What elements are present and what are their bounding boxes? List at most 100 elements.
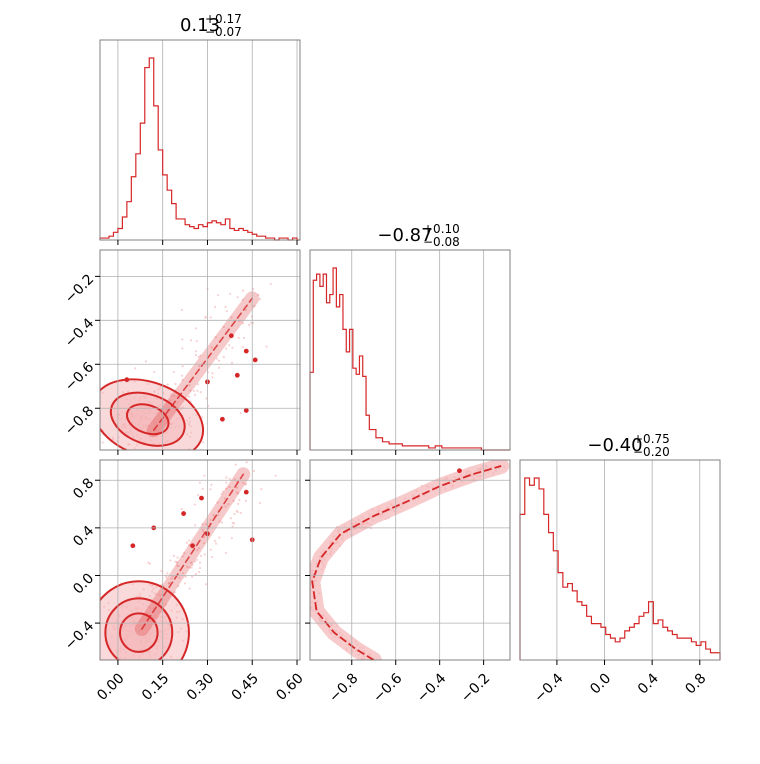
panel-3-1-point bbox=[225, 476, 228, 479]
panel-2-1-point bbox=[241, 289, 245, 292]
panel-3-1-point bbox=[139, 664, 141, 666]
panel-3-2-contour-line bbox=[311, 465, 502, 660]
panel-3-1-point bbox=[95, 660, 97, 662]
panel-3-1-point bbox=[185, 565, 189, 568]
panel-2-1-iso-point-3 bbox=[234, 372, 240, 378]
panel-3-1-point bbox=[203, 474, 206, 477]
panel-3-1-point bbox=[183, 552, 186, 555]
panel-3-1-point bbox=[237, 502, 240, 505]
panel-3-1-point bbox=[202, 542, 206, 545]
panel-2-1-point bbox=[216, 357, 219, 360]
panel-3-1-point bbox=[138, 677, 140, 679]
panel-2-1-point bbox=[253, 304, 256, 308]
panel-3-1-point bbox=[172, 683, 174, 685]
panel-2-1-ytick-label-0: −0.8 bbox=[62, 403, 97, 438]
title-3-value: −0.40 bbox=[587, 435, 642, 456]
title-2-minus: −0.08 bbox=[423, 235, 460, 249]
panel-3-1-iso-point-3 bbox=[130, 543, 136, 549]
panel-3-1-point bbox=[215, 542, 218, 545]
panel-3-1-point bbox=[186, 667, 188, 669]
panel-2-1-point bbox=[194, 354, 198, 357]
panel-3-2-xtick-label-2: −0.4 bbox=[414, 670, 449, 705]
panel-3-1-point bbox=[109, 666, 111, 668]
panel-2-1-ytick-label-2: −0.4 bbox=[62, 315, 97, 350]
panel-3-1-ytick-label-3: 0.8 bbox=[70, 475, 97, 502]
panel-2-1-point bbox=[101, 441, 104, 444]
panel-3-1-point bbox=[130, 680, 132, 682]
panel-2-1-point bbox=[199, 354, 202, 357]
panel-3-1-point bbox=[241, 481, 245, 484]
panel-3-1-point bbox=[167, 663, 169, 665]
panel-3-1-point bbox=[183, 582, 187, 585]
panel-3-1-point bbox=[220, 492, 223, 496]
panel-3-1-point bbox=[218, 536, 221, 539]
panel-2-1-point bbox=[181, 347, 184, 350]
panel-3-1-point bbox=[209, 518, 212, 522]
panel-3-1-point bbox=[190, 561, 193, 564]
panel-3-1-point bbox=[202, 530, 205, 534]
panel-3-1-point bbox=[205, 583, 208, 586]
panel-2-1-point bbox=[181, 378, 184, 382]
panel-3-2-frame bbox=[309, 459, 511, 661]
panel-3-1-point bbox=[209, 488, 212, 491]
panel-3-1-xtick-label-0: 0.00 bbox=[94, 670, 127, 703]
hist-3-xtick-label-3: 0.8 bbox=[682, 670, 709, 697]
title-2-plus: +0.10 bbox=[423, 222, 460, 236]
title-3-plus: +0.75 bbox=[633, 432, 670, 446]
panel-3-1-iso-point-0 bbox=[181, 511, 186, 516]
panel-3-2-xtick-label-0: −0.8 bbox=[326, 670, 361, 705]
title-3-minus: −0.20 bbox=[633, 445, 670, 459]
panel-2-1-point bbox=[189, 339, 193, 342]
panel-3-1-point bbox=[125, 668, 127, 670]
panel-2-1-point bbox=[204, 315, 207, 318]
panel-3-1-point bbox=[244, 499, 247, 502]
panel-2-1-point bbox=[180, 308, 184, 311]
hist-3-frame bbox=[519, 459, 721, 661]
panel-3-1-point bbox=[197, 493, 200, 497]
panel-2-1-point bbox=[225, 310, 228, 313]
panel-3-1-point bbox=[88, 650, 90, 652]
title-param-1: 0.13 bbox=[180, 15, 220, 36]
panel-3-1-point bbox=[152, 663, 154, 665]
panel-3-1-point bbox=[193, 560, 197, 563]
panel-3-1-point bbox=[228, 485, 231, 489]
panel-3-1-point bbox=[176, 556, 179, 559]
panel-3-1-point bbox=[174, 560, 177, 563]
panel-2-1-point bbox=[244, 308, 247, 312]
panel-2-1-iso-point-2 bbox=[252, 357, 258, 363]
panel-2-1-point bbox=[230, 361, 234, 364]
panel-2-1-point bbox=[230, 316, 233, 319]
panel-2-1-point bbox=[211, 376, 214, 379]
panel-2-1-point bbox=[192, 389, 195, 392]
title-param-2: −0.87 bbox=[377, 225, 432, 246]
panel-2-1-point bbox=[216, 294, 220, 297]
panel-2-1-point bbox=[180, 374, 184, 377]
panel-3-1-iso-point-7 bbox=[190, 543, 195, 549]
panel-3-1-point bbox=[216, 501, 219, 504]
panel-2-1-point bbox=[166, 383, 169, 386]
panel-3-1-iso-point-5 bbox=[243, 489, 249, 495]
panel-2-1-point bbox=[130, 456, 132, 458]
panel-3-1-point bbox=[212, 513, 215, 517]
panel-2-1-point bbox=[181, 338, 184, 341]
panel-2-1-point bbox=[231, 346, 234, 349]
hist-3-hist-line bbox=[519, 477, 721, 660]
panel-3-1-point bbox=[260, 487, 263, 491]
panel-3-1-point bbox=[125, 661, 127, 663]
panel-3-1-point bbox=[198, 566, 202, 570]
panel-2-1-point bbox=[252, 287, 255, 291]
panel-3-1-point bbox=[166, 572, 169, 575]
panel-3-1-point bbox=[223, 497, 226, 500]
panel-2-1-point bbox=[257, 293, 260, 296]
panel-3-1-point bbox=[203, 553, 206, 556]
panel-3-1-point bbox=[137, 666, 139, 668]
panel-3-1-point bbox=[216, 513, 219, 517]
panel-2-1-point bbox=[144, 360, 148, 363]
panel-3-1-point bbox=[229, 517, 233, 520]
panel-2-1-point bbox=[213, 305, 217, 308]
panel-3-1-point bbox=[244, 483, 247, 486]
panel-2-1-point bbox=[196, 383, 200, 386]
panel-3-1-xtick-label-1: 0.15 bbox=[139, 670, 172, 703]
panel-3-1-point bbox=[184, 575, 187, 578]
panel-2-1-contour-2 bbox=[126, 403, 170, 436]
